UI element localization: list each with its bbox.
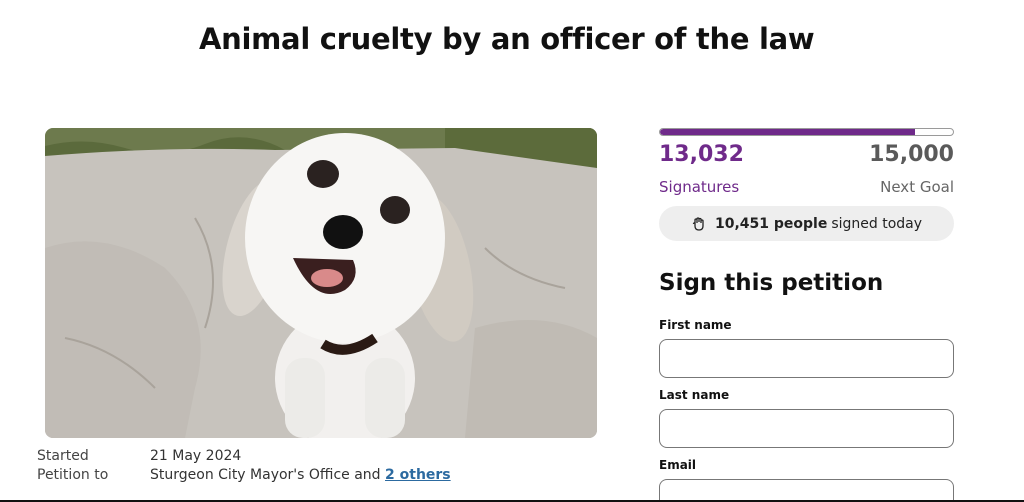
- petition-photo: [45, 128, 597, 438]
- next-goal-label: Next Goal: [880, 178, 954, 196]
- first-name-field[interactable]: [659, 339, 954, 378]
- goal-count: 15,000: [869, 142, 954, 167]
- dog-photo-image: [45, 128, 597, 438]
- last-name-label: Last name: [659, 388, 730, 402]
- signed-today-count: 10,451 people: [714, 215, 828, 232]
- signed-today-badge: 10,451 people signed today: [659, 206, 954, 241]
- petition-to-value: Sturgeon City Mayor's Office and 2 other…: [150, 467, 451, 483]
- started-label: Started: [37, 448, 89, 464]
- signed-today-text: signed today: [831, 215, 923, 232]
- last-name-field[interactable]: [659, 409, 954, 448]
- other-recipients-link[interactable]: 2 others: [385, 467, 451, 483]
- first-name-label: First name: [659, 318, 732, 332]
- bottom-divider: [0, 500, 1024, 502]
- signature-progress-bar: [659, 128, 954, 136]
- started-date: 21 May 2024: [150, 448, 242, 464]
- sign-petition-heading: Sign this petition: [659, 270, 884, 296]
- signatures-label: Signatures: [659, 178, 740, 196]
- petition-to-label: Petition to: [37, 467, 109, 483]
- email-label: Email: [659, 458, 697, 472]
- hand-icon: [691, 216, 707, 232]
- page-title: Animal cruelty by an officer of the law: [199, 22, 815, 56]
- signature-count: 13,032: [659, 142, 744, 167]
- petition-to-recipient: Sturgeon City Mayor's Office and: [150, 467, 381, 483]
- signature-progress-fill: [660, 129, 915, 135]
- email-field[interactable]: [659, 479, 954, 502]
